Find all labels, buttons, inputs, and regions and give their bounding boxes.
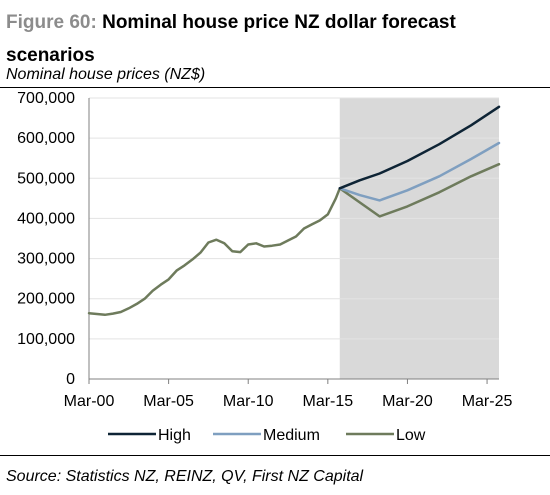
y-tick-label: 100,000 (17, 331, 75, 348)
legend-label-low: Low (396, 427, 426, 444)
x-tick-label: Mar-00 (64, 393, 115, 410)
legend-label-medium: Medium (263, 427, 320, 444)
figure-subtitle: Nominal house prices (NZ$) (6, 66, 206, 83)
y-tick-label: 500,000 (17, 170, 75, 187)
figure-title-text: Nominal house price NZ dollar forecast s… (6, 12, 456, 66)
x-tick-label: Mar-05 (143, 393, 194, 410)
y-tick-label: 0 (66, 371, 75, 388)
x-tick-label: Mar-25 (462, 393, 513, 410)
figure-title: Figure 60: Nominal house price NZ dollar… (6, 6, 546, 72)
series-line-low (87, 162, 501, 317)
y-tick-label: 300,000 (17, 251, 75, 268)
x-tick-label: Mar-15 (302, 393, 353, 410)
series-line-medium (338, 141, 501, 202)
y-tick-label: 200,000 (17, 291, 75, 308)
x-tick-label: Mar-20 (382, 393, 433, 410)
series-line-high (338, 105, 501, 190)
y-tick-label: 600,000 (17, 130, 75, 147)
forecast-shading (339, 98, 499, 379)
source-note: Source: Statistics NZ, REINZ, QV, First … (6, 468, 364, 485)
y-tick-label: 700,000 (17, 90, 75, 107)
figure-number: Figure 60: (6, 12, 97, 33)
legend-label-high: High (158, 427, 191, 444)
y-tick-label: 400,000 (17, 210, 75, 227)
x-tick-label: Mar-10 (223, 393, 274, 410)
top-rule (0, 87, 550, 88)
bottom-rule (0, 455, 550, 456)
line-chart: 0 100,000 200,000 300,000 400,000 500,000 600,… (17, 90, 513, 444)
